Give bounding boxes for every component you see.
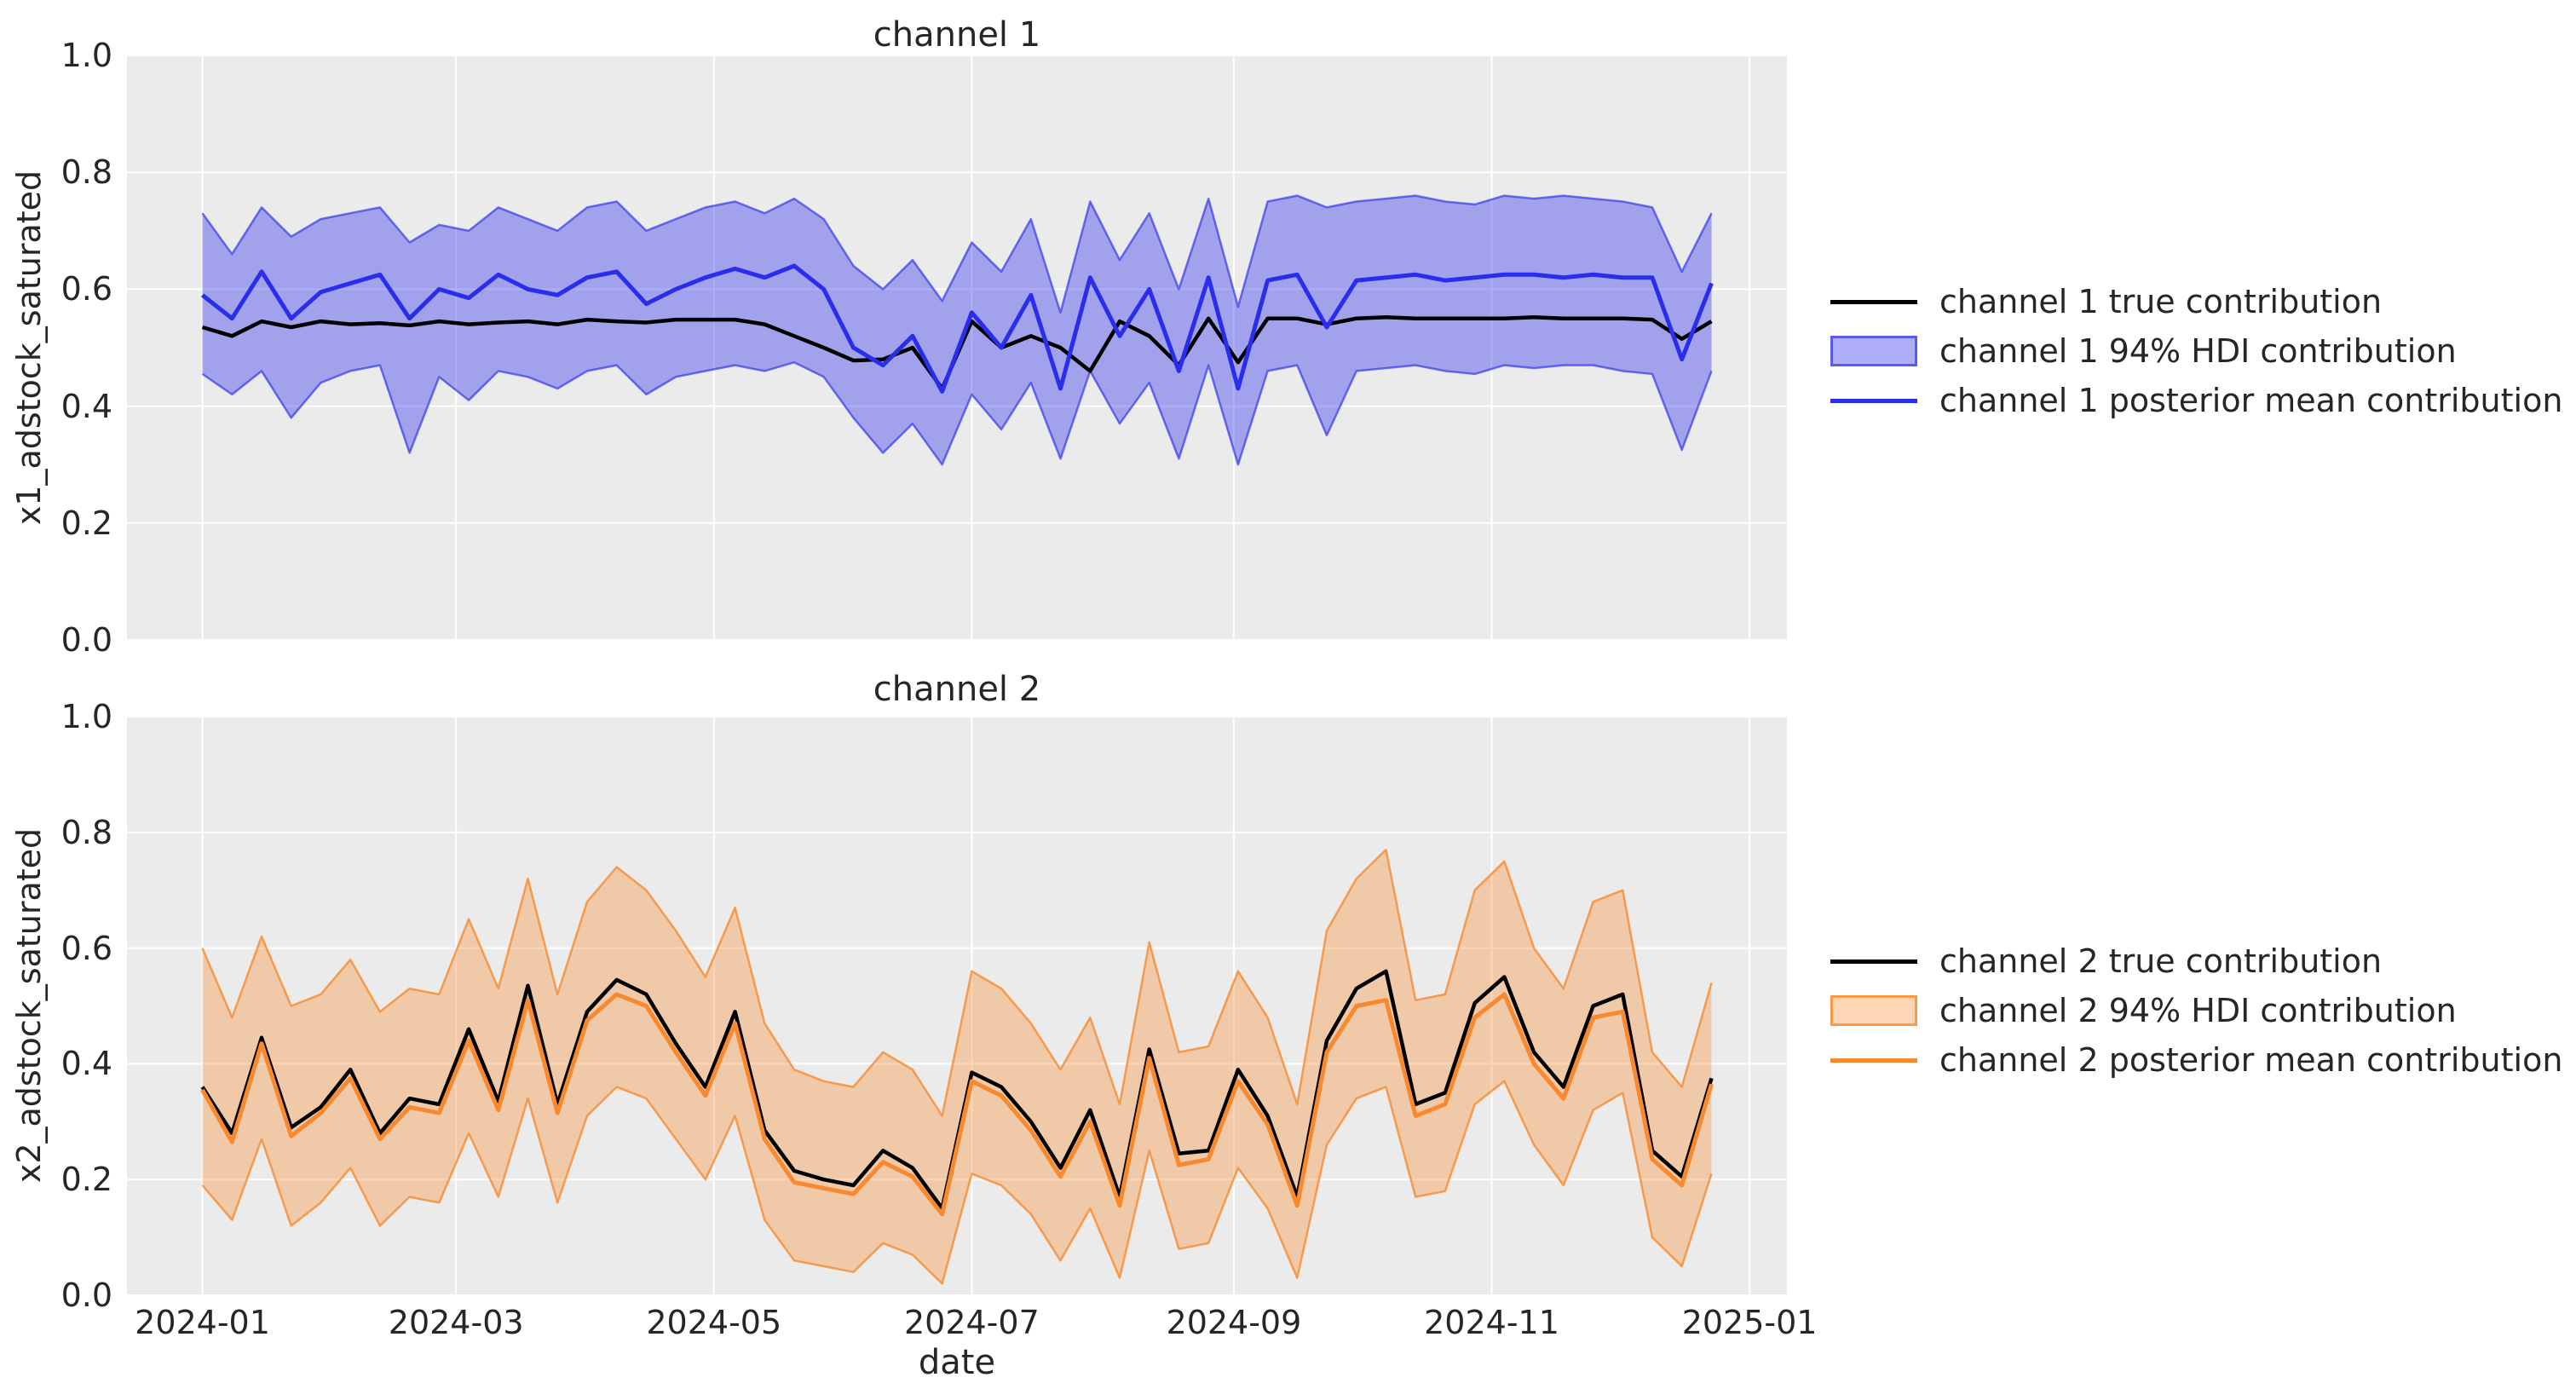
y-tick-label: 0.0	[61, 1276, 112, 1314]
x-axis-label: date	[918, 1343, 996, 1382]
chart-2-y-axis-label: x2_adstock_saturated	[10, 827, 48, 1184]
y-tick-label: 0.6	[61, 929, 112, 967]
legend-item: channel 1 posterior mean contribution	[1830, 376, 2562, 425]
y-tick-label: 0.8	[61, 813, 112, 851]
y-tick-label: 0.4	[61, 387, 112, 425]
legend-label: channel 1 94% HDI contribution	[1939, 332, 2457, 370]
x-tick-label: 2024-05	[646, 1304, 782, 1341]
y-tick-label: 0.4	[61, 1045, 112, 1083]
legend-item: channel 2 true contribution	[1830, 936, 2562, 986]
x-tick-label: 2024-11	[1424, 1304, 1559, 1341]
legend-label: channel 2 94% HDI contribution	[1939, 992, 2457, 1029]
chart-2-title: channel 2	[873, 670, 1041, 709]
posterior-mean-line	[200, 263, 1714, 394]
legend-label: channel 1 true contribution	[1939, 283, 2383, 320]
legend-item: channel 1 true contribution	[1830, 277, 2562, 326]
x-tick-label: 2024-01	[135, 1304, 270, 1341]
legend-label: channel 1 posterior mean contribution	[1939, 382, 2563, 419]
legend-label: channel 2 true contribution	[1939, 942, 2383, 980]
x-tick-label: 2024-03	[388, 1304, 524, 1341]
posterior-mean-line	[200, 992, 1714, 1217]
hdi-band-upper-edge	[201, 194, 1713, 314]
legend-line-swatch	[1830, 959, 1917, 964]
legend-item: channel 2 94% HDI contribution	[1830, 986, 2562, 1035]
chart-1-title: channel 1	[873, 15, 1041, 55]
legend-line-swatch	[1830, 1057, 1917, 1063]
x-tick-label: 2024-07	[903, 1304, 1040, 1341]
legend-line-swatch	[1830, 299, 1917, 304]
y-tick-label: 0.8	[61, 153, 112, 192]
chart-2-legend: channel 2 true contribution channel 2 94%…	[1830, 936, 2562, 1085]
x-tick-label: 2025-01	[1681, 1304, 1818, 1341]
hdi-band-upper-edge	[201, 848, 1713, 1117]
legend-line-swatch	[1830, 398, 1917, 403]
y-tick-label: 0.0	[61, 621, 112, 659]
y-tick-label: 0.2	[61, 1161, 112, 1199]
channel-2-plot-area	[127, 717, 1787, 1295]
chart-1-y-axis-label: x1_adstock_saturated	[10, 170, 48, 526]
y-tick-label: 1.0	[61, 37, 112, 74]
legend-patch-swatch	[1830, 336, 1917, 366]
hdi-band-lower-edge	[201, 360, 1713, 466]
legend-patch-swatch	[1830, 995, 1917, 1026]
hdi-band	[202, 195, 1712, 465]
chart-1-legend: channel 1 true contribution channel 1 94%…	[1830, 277, 2562, 425]
channel-1-plot-area	[127, 55, 1787, 640]
y-tick-label: 1.0	[61, 698, 112, 735]
hdi-band	[202, 850, 1712, 1284]
y-tick-label: 0.2	[61, 504, 112, 542]
legend-label: channel 2 posterior mean contribution	[1939, 1041, 2563, 1079]
x-tick-label: 2024-09	[1166, 1304, 1302, 1341]
hdi-band-lower-edge	[201, 1080, 1713, 1285]
legend-item: channel 2 posterior mean contribution	[1830, 1035, 2562, 1085]
legend-item: channel 1 94% HDI contribution	[1830, 326, 2562, 376]
y-tick-label: 0.6	[61, 270, 112, 308]
